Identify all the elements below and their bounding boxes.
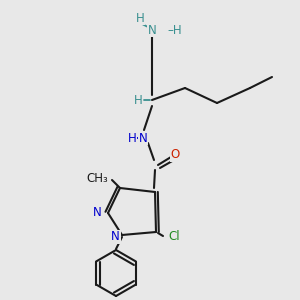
Text: H: H [134, 94, 142, 106]
Text: CH₃: CH₃ [86, 172, 108, 184]
Text: H: H [128, 131, 136, 145]
Text: O: O [170, 148, 180, 161]
Text: N: N [139, 131, 147, 145]
Text: Cl: Cl [168, 230, 180, 244]
Text: N: N [148, 23, 156, 37]
Text: N: N [111, 230, 120, 244]
Text: N: N [93, 206, 102, 220]
Text: –H: –H [167, 23, 182, 37]
Text: H: H [136, 11, 144, 25]
